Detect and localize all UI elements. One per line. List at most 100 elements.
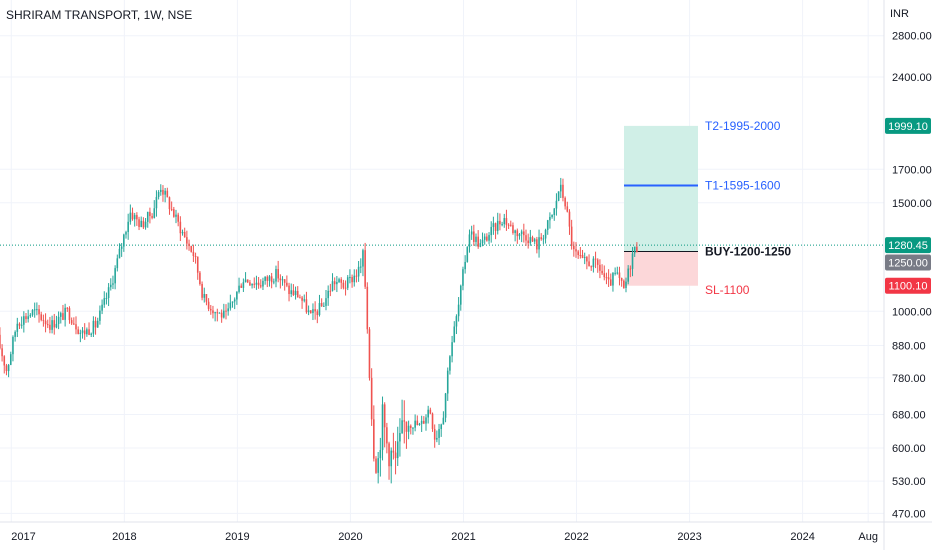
candle <box>138 216 140 231</box>
candle-body <box>323 305 325 307</box>
candle-body <box>627 268 629 282</box>
candle-body <box>92 320 95 334</box>
price-tags: 1999.10 1280.45 1250.00 1100.10 <box>885 117 931 294</box>
candle <box>609 273 612 286</box>
candle-body <box>1 348 3 357</box>
x-tick-label: 2019 <box>225 531 249 543</box>
candle <box>79 329 82 343</box>
candle-body <box>53 320 56 328</box>
candle <box>290 283 293 298</box>
candle <box>214 311 216 322</box>
candle <box>136 212 138 226</box>
candle-body <box>70 320 73 324</box>
candle-body <box>475 236 477 242</box>
candle <box>257 276 260 289</box>
candle <box>462 266 464 291</box>
y-tick-label: 880.00 <box>892 340 926 352</box>
candle <box>99 305 101 325</box>
candle-body <box>496 220 499 231</box>
candle <box>240 283 243 288</box>
long-position-tool[interactable] <box>624 125 698 286</box>
candle <box>275 265 277 288</box>
candle-body <box>525 235 527 241</box>
candle-body <box>516 230 519 237</box>
candle <box>1 344 3 362</box>
candle <box>16 317 19 338</box>
candle-body <box>527 240 529 244</box>
candle <box>225 304 227 320</box>
y-tick-label: 680.00 <box>892 409 926 421</box>
candle-body <box>512 225 514 233</box>
candle <box>292 284 295 296</box>
candle-body <box>620 277 623 281</box>
candle-body <box>136 215 138 220</box>
candle-body <box>159 189 162 193</box>
candle-body <box>120 246 123 249</box>
candle <box>573 241 575 257</box>
candle-body <box>20 324 23 326</box>
candle <box>255 275 258 290</box>
candle-body <box>403 420 406 422</box>
candle-body <box>418 423 421 426</box>
candle-body <box>236 291 238 300</box>
candle-body <box>179 221 182 234</box>
candle <box>509 220 512 227</box>
candle <box>133 212 136 227</box>
candle <box>14 330 16 342</box>
candle-body <box>244 279 247 283</box>
candle <box>331 273 334 292</box>
candle-body <box>301 297 303 301</box>
time-axis[interactable]: 2017 2018 2019 2020 2021 2022 2023 2024 Aug <box>11 531 878 543</box>
candle-body <box>631 253 634 269</box>
stop-loss-zone[interactable] <box>624 251 698 286</box>
candle-body <box>286 282 288 286</box>
candle <box>212 305 214 319</box>
candle-body <box>181 231 184 234</box>
candle-body <box>166 190 169 198</box>
candlestick-series[interactable] <box>0 177 638 484</box>
candle <box>231 301 234 308</box>
candle <box>531 235 534 242</box>
candle-body <box>336 281 338 285</box>
candle-body <box>529 237 532 244</box>
candle-body <box>38 309 40 315</box>
candle <box>503 213 506 228</box>
chart-title: SHRIRAM TRANSPORT, 1W, NSE <box>6 8 192 22</box>
candle-body <box>83 330 86 335</box>
candle <box>403 400 406 444</box>
candle-body <box>423 420 425 424</box>
candle <box>601 264 603 275</box>
candle <box>73 317 75 325</box>
candle <box>316 309 319 324</box>
y-tick-label: 1000.00 <box>892 306 932 318</box>
candle <box>455 314 458 335</box>
candle <box>233 297 236 310</box>
candle <box>92 316 95 338</box>
candle-body <box>68 308 71 321</box>
candle <box>479 239 482 248</box>
candle-body <box>146 211 149 222</box>
candle-body <box>357 266 360 277</box>
candle <box>433 424 436 448</box>
candle <box>407 420 410 440</box>
y-tick-label: 1700.00 <box>892 164 932 176</box>
target-zone[interactable] <box>624 125 698 252</box>
candle <box>636 242 638 253</box>
candle <box>142 217 145 230</box>
candle-body <box>277 269 279 279</box>
candle <box>501 221 503 227</box>
candle <box>205 293 208 306</box>
y-tick-label: 2400.00 <box>892 72 932 84</box>
candle <box>299 294 301 299</box>
price-tag: 1250.00 <box>885 254 931 271</box>
price-axis[interactable]: INR 2800.00 2400.00 1700.00 1500.00 1000.00 8… <box>890 8 932 520</box>
candle <box>620 277 623 287</box>
candle-body <box>427 409 429 418</box>
candle <box>196 256 199 280</box>
candle <box>544 228 547 244</box>
candle <box>459 284 462 311</box>
candle <box>179 216 182 242</box>
candle <box>286 275 288 288</box>
candle-body <box>362 250 364 267</box>
